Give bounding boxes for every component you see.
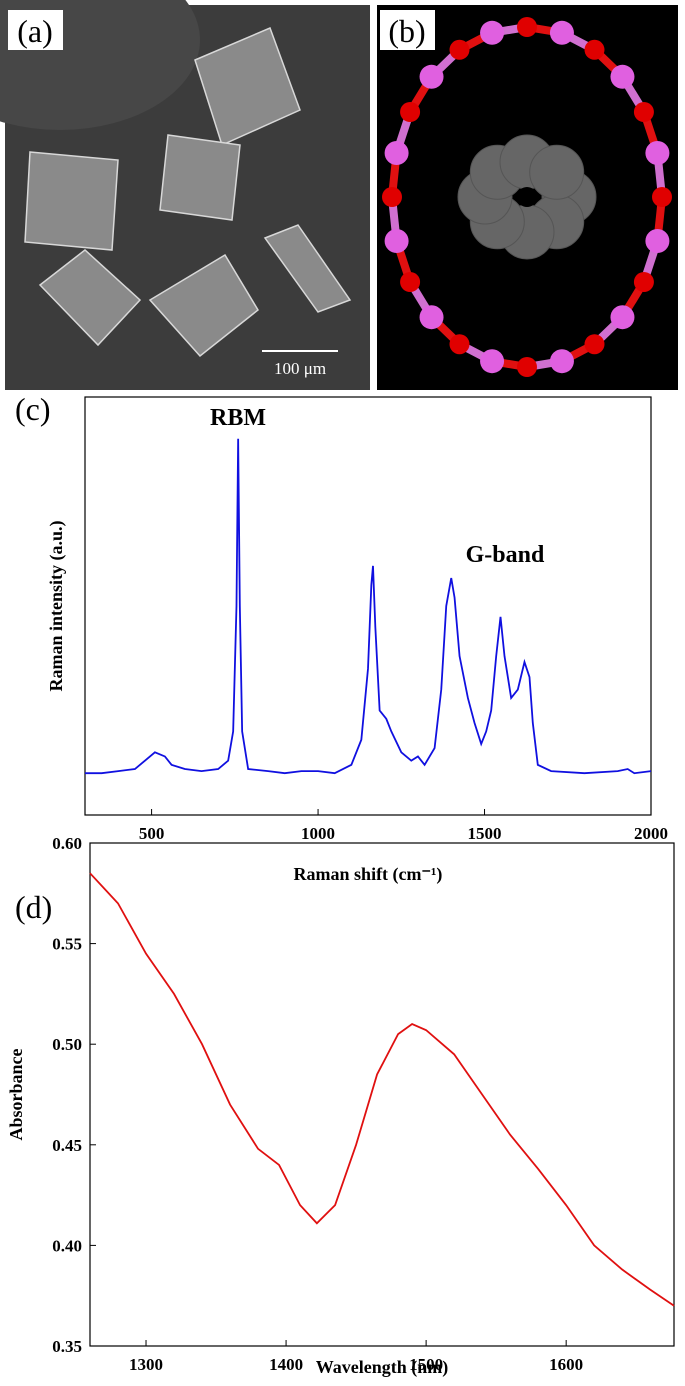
y-tick-label: 0.55 xyxy=(52,935,82,954)
panel-label: (d) xyxy=(15,889,52,925)
x-tick-label: 1600 xyxy=(549,1355,583,1374)
plot-frame xyxy=(84,396,652,816)
x-axis-label: Wavelength (nm) xyxy=(316,1357,449,1378)
crystal xyxy=(24,151,119,251)
atom xyxy=(610,305,635,330)
structure xyxy=(382,17,672,377)
atom xyxy=(633,272,654,292)
atom xyxy=(610,64,635,89)
atom xyxy=(449,334,470,355)
line xyxy=(85,438,652,775)
x-axis-label: Raman shift (cm⁻¹) xyxy=(294,864,443,885)
atom xyxy=(584,39,605,60)
crystal xyxy=(38,249,142,347)
atom xyxy=(419,64,444,89)
scale-bar-label: 100 μm xyxy=(274,359,326,378)
y-tick-label: 0.50 xyxy=(52,1035,82,1054)
annotation: RBM xyxy=(210,405,266,431)
atom xyxy=(382,187,402,207)
cavity xyxy=(517,187,537,207)
atom xyxy=(480,20,505,45)
atom xyxy=(400,102,421,122)
atom xyxy=(549,349,574,374)
x-tick-label: 1500 xyxy=(468,824,502,843)
atom xyxy=(517,17,537,37)
line xyxy=(89,872,675,1307)
atom xyxy=(480,349,505,374)
crystals xyxy=(24,26,352,358)
atom xyxy=(384,228,409,253)
crystal xyxy=(148,253,259,358)
x-tick-label: 1500 xyxy=(409,1355,443,1374)
atom xyxy=(449,39,470,60)
atom xyxy=(549,20,574,45)
atom xyxy=(400,272,421,292)
crystal xyxy=(159,134,241,221)
panel-label: (c) xyxy=(15,391,51,427)
atom xyxy=(584,334,605,355)
atom xyxy=(652,187,672,207)
annotation: G-band xyxy=(466,542,545,568)
atom xyxy=(645,141,670,166)
y-tick-label: 0.35 xyxy=(52,1337,82,1356)
x-tick-label: 2000 xyxy=(634,824,668,843)
x-tick-label: 1400 xyxy=(269,1355,303,1374)
plot-frame xyxy=(89,842,675,1347)
panel-label: (b) xyxy=(388,13,425,49)
label-box xyxy=(8,10,63,50)
crystal xyxy=(263,224,352,313)
label-box xyxy=(380,10,435,50)
atom xyxy=(645,228,670,253)
x-tick-label: 1000 xyxy=(301,824,335,843)
y-axis-label: Raman intensity (a.u.) xyxy=(46,520,67,691)
atom xyxy=(633,102,654,122)
y-axis-label: Absorbance xyxy=(6,1048,26,1140)
carbon xyxy=(529,144,585,200)
y-tick-label: 0.60 xyxy=(52,834,82,853)
panel-label: (a) xyxy=(17,13,53,49)
y-tick-label: 0.45 xyxy=(52,1136,82,1155)
y-tick-label: 0.40 xyxy=(52,1236,82,1255)
atom xyxy=(517,357,537,377)
x-tick-label: 1300 xyxy=(129,1355,163,1374)
atom xyxy=(419,305,444,330)
atom xyxy=(384,141,409,166)
crystal xyxy=(194,26,301,147)
x-tick-label: 500 xyxy=(139,824,165,843)
